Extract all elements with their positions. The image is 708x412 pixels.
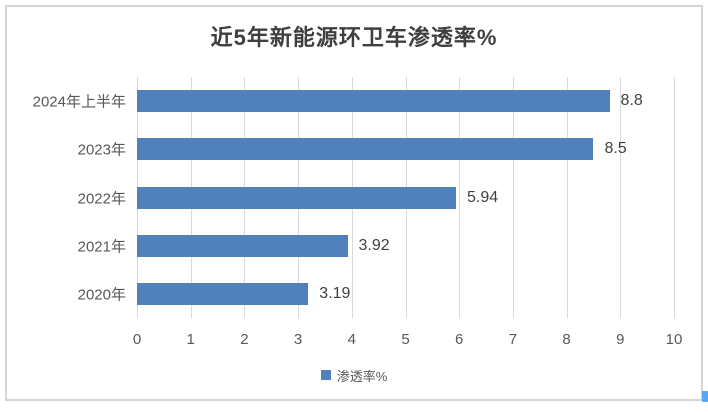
- gridline: [674, 77, 675, 318]
- bar: [137, 234, 348, 257]
- category-label: 2021年: [77, 238, 126, 256]
- gridline: [566, 77, 568, 318]
- legend: 渗透率%: [0, 366, 708, 384]
- category-axis: 2024年上半年 2023年 2022年 2021年 2020年: [12, 77, 126, 318]
- gridline: [459, 77, 461, 318]
- legend-label: 渗透率%: [336, 368, 388, 384]
- x-tick-label: 6: [455, 331, 464, 348]
- x-tick-label: 5: [401, 331, 410, 348]
- bar: [137, 138, 594, 161]
- x-tick-label: 10: [665, 331, 683, 348]
- cursor-artifact: [702, 391, 708, 402]
- x-tick-label: 8: [562, 331, 571, 348]
- gridline: [512, 77, 514, 318]
- category-label: 2020年: [77, 286, 126, 304]
- x-tick-label: 2: [240, 331, 249, 348]
- legend-swatch-icon: [320, 370, 331, 380]
- x-axis: 0 1 2 3 4 5 6 7 8 9 10: [133, 331, 683, 351]
- category-label: 2022年: [77, 190, 126, 207]
- x-tick-label: 0: [132, 331, 142, 348]
- x-tick-label: 7: [508, 331, 518, 348]
- data-label: 8.8: [620, 92, 643, 110]
- data-label: 5.94: [466, 188, 499, 206]
- x-tick-label: 9: [616, 331, 625, 348]
- x-tick-label: 4: [347, 331, 356, 348]
- chart-title: 近5年新能源环卫车渗透率%: [210, 25, 498, 50]
- x-tick-label: 3: [293, 331, 303, 348]
- category-label: 2023年: [77, 141, 126, 159]
- plot-area: 8.8 8.5 5.94 3.92 3.19: [137, 77, 675, 318]
- category-label: 2024年上半年: [32, 93, 126, 111]
- gridline: [620, 77, 622, 318]
- bar: [137, 282, 309, 305]
- bar: [137, 186, 456, 209]
- bar: [137, 90, 610, 113]
- x-tick-label: 1: [186, 331, 195, 348]
- data-label: 3.19: [319, 284, 351, 302]
- data-label: 8.5: [604, 140, 627, 158]
- data-label: 3.92: [358, 236, 390, 254]
